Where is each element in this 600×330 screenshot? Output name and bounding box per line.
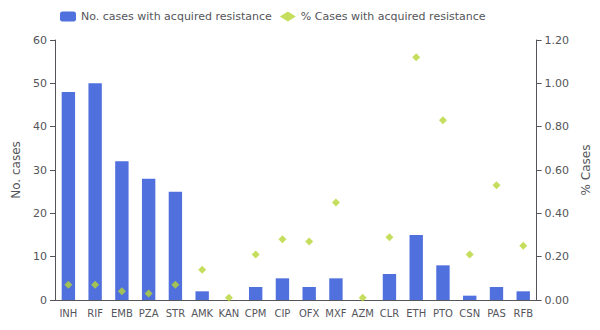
svg-text:10: 10: [33, 250, 47, 263]
svg-text:CPM: CPM: [245, 308, 267, 319]
svg-text:50: 50: [33, 77, 47, 90]
svg-text:CIP: CIP: [274, 308, 290, 319]
svg-text:INH: INH: [59, 308, 77, 319]
svg-text:% Cases with acquired resistan: % Cases with acquired resistance: [301, 10, 486, 23]
svg-text:0: 0: [40, 294, 47, 307]
svg-text:CLR: CLR: [380, 308, 400, 319]
svg-text:20: 20: [33, 207, 47, 220]
svg-text:PZA: PZA: [139, 308, 159, 319]
svg-text:0.60: 0.60: [545, 164, 570, 177]
svg-text:AZM: AZM: [352, 308, 374, 319]
svg-text:No. cases: No. cases: [9, 141, 23, 199]
svg-text:1.00: 1.00: [545, 77, 570, 90]
svg-text:RFB: RFB: [513, 308, 533, 319]
svg-text:% Cases: % Cases: [579, 145, 593, 196]
svg-text:No. cases with acquired resist: No. cases with acquired resistance: [81, 10, 272, 23]
svg-text:MXF: MXF: [325, 308, 346, 319]
svg-text:0.00: 0.00: [545, 294, 570, 307]
svg-text:EMB: EMB: [111, 308, 133, 319]
svg-text:STR: STR: [166, 308, 185, 319]
svg-text:40: 40: [33, 120, 47, 133]
svg-text:AMK: AMK: [191, 308, 213, 319]
svg-text:0.80: 0.80: [545, 120, 570, 133]
svg-text:1.20: 1.20: [545, 34, 570, 47]
svg-text:OFX: OFX: [299, 308, 320, 319]
svg-text:RIF: RIF: [87, 308, 103, 319]
svg-text:PAS: PAS: [487, 308, 506, 319]
svg-text:KAN: KAN: [219, 308, 240, 319]
svg-text:CSN: CSN: [459, 308, 480, 319]
svg-text:PTO: PTO: [433, 308, 453, 319]
svg-text:60: 60: [33, 34, 47, 47]
svg-text:0.20: 0.20: [545, 250, 570, 263]
svg-text:30: 30: [33, 164, 47, 177]
svg-text:0.40: 0.40: [545, 207, 570, 220]
svg-text:ETH: ETH: [406, 308, 426, 319]
